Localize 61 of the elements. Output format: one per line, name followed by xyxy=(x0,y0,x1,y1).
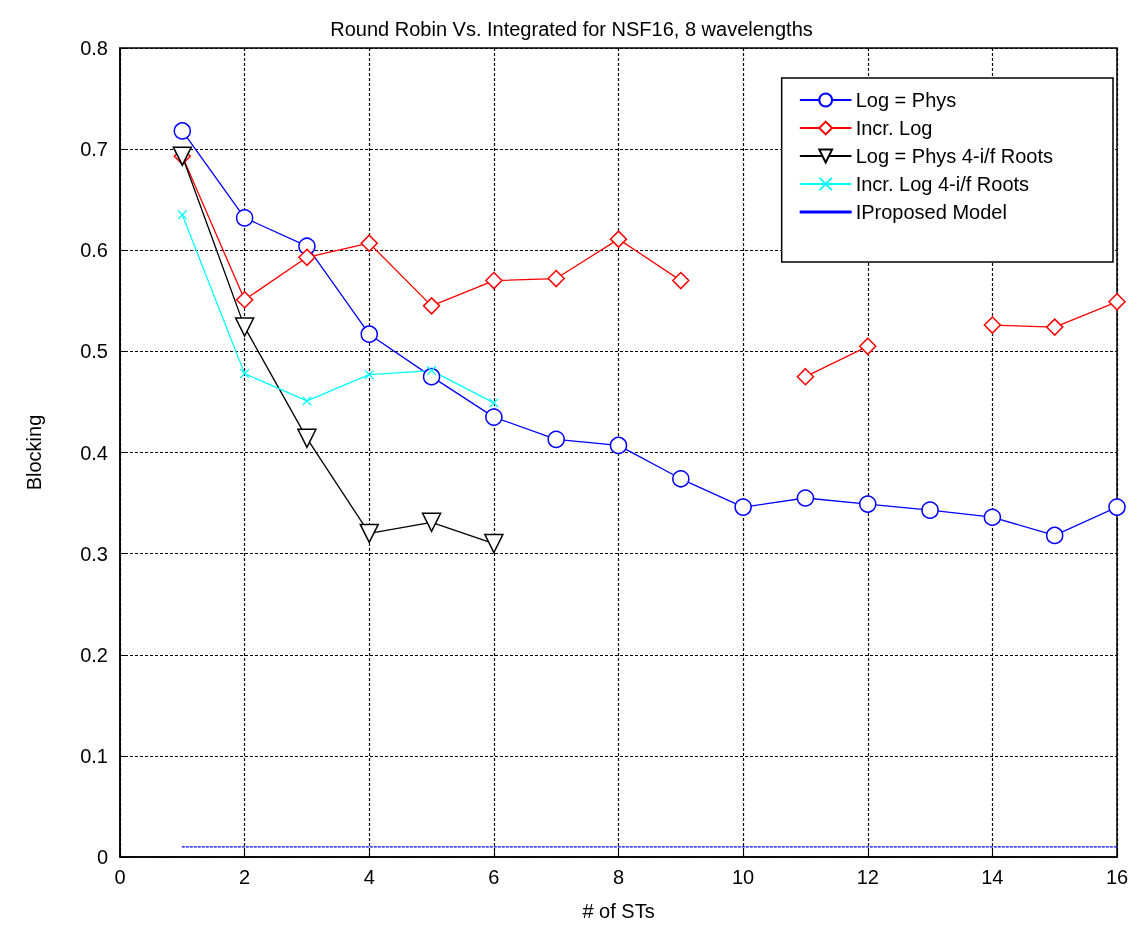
point xyxy=(235,209,254,227)
chart-title: Round Robin Vs. Integrated for NSF16, 8 wavelengths xyxy=(330,18,813,40)
point xyxy=(983,508,1002,526)
point xyxy=(235,291,254,309)
legend-label: IProposed Model xyxy=(855,201,1007,223)
point xyxy=(672,271,690,290)
legend-label: Incr. Log xyxy=(855,117,933,139)
point xyxy=(177,210,187,220)
point xyxy=(484,533,504,554)
point xyxy=(173,122,192,140)
point xyxy=(1108,293,1126,311)
point xyxy=(234,317,255,337)
legend-label: Incr. Log 4-i/f Roots xyxy=(855,173,1030,195)
x-tick-label: 2 xyxy=(239,866,251,888)
point xyxy=(421,512,442,533)
y-tick-label: 0.2 xyxy=(80,643,108,666)
x-tick-label: 10 xyxy=(732,866,755,888)
x-tick-label: 8 xyxy=(612,866,625,888)
point xyxy=(422,297,441,315)
y-tick-label: 0.5 xyxy=(80,340,108,363)
y-tick-label: 0.7 xyxy=(80,138,108,161)
x-tick-label: 0 xyxy=(114,866,126,888)
x-tick-label: 14 xyxy=(981,866,1004,888)
point xyxy=(796,489,815,507)
y-tick-label: 0.1 xyxy=(80,744,108,767)
x-tick-label: 6 xyxy=(488,866,500,888)
y-tick-label: 0.6 xyxy=(80,239,108,262)
point xyxy=(859,337,877,356)
x-tick-label: 4 xyxy=(363,866,375,888)
y-tick-label: 0 xyxy=(96,846,108,868)
y-tick-label: 0.8 xyxy=(80,37,108,59)
point xyxy=(360,325,378,343)
legend-label: Log = Phys 4-i/f Roots xyxy=(855,145,1053,167)
point xyxy=(298,248,316,267)
point xyxy=(547,430,565,449)
point xyxy=(609,230,628,248)
point xyxy=(485,408,503,426)
point xyxy=(485,271,503,290)
y-tick-label: 0.3 xyxy=(80,542,108,565)
point xyxy=(1045,526,1064,545)
y-axis-title: Blocking xyxy=(23,414,45,491)
point xyxy=(360,234,378,252)
x-tick-label: 12 xyxy=(856,866,879,888)
point xyxy=(734,498,752,516)
point xyxy=(1108,498,1126,516)
point xyxy=(297,428,317,449)
point xyxy=(921,501,939,519)
point xyxy=(422,367,441,386)
point xyxy=(796,367,815,386)
point xyxy=(859,495,877,513)
x-axis-title: # of STs xyxy=(582,900,655,922)
y-tick-label: 0.4 xyxy=(80,441,108,464)
point xyxy=(1045,318,1064,336)
point xyxy=(983,316,1002,334)
point xyxy=(364,370,374,380)
point xyxy=(359,523,379,544)
x-tick-label: 16 xyxy=(1105,866,1129,888)
legend-label: Log = Phys xyxy=(855,89,957,111)
point xyxy=(672,470,690,488)
point xyxy=(547,269,565,288)
point xyxy=(609,436,628,455)
